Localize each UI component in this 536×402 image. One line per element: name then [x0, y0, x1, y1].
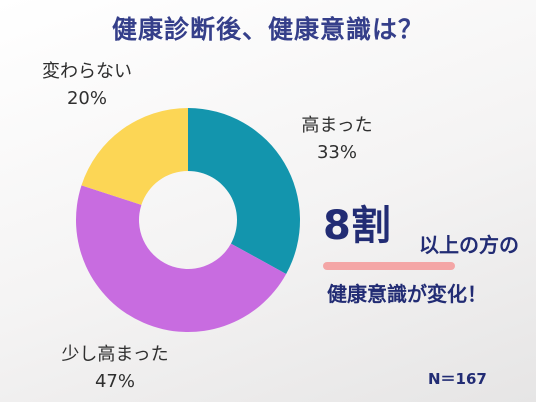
donut-slice-takamatta [188, 108, 301, 274]
slice-label-kawaranai: 変わらない 20% [22, 58, 152, 112]
donut-slice-sukoshi-takamatta [75, 185, 287, 333]
slice-label-sukoshi: 少し高まった 47% [35, 341, 195, 395]
slice-label-takamatta: 高まった 33% [272, 112, 402, 166]
callout-line1: 以上の方の [419, 233, 519, 257]
slice-label-sukoshi-value: 47% [94, 371, 135, 392]
sample-size: N＝167 [428, 370, 487, 388]
slice-label-takamatta-name: 高まった [301, 115, 373, 136]
callout-line2: 健康意識が変化！ [327, 282, 487, 306]
slice-label-kawaranai-name: 変わらない [42, 61, 132, 82]
slice-label-kawaranai-value: 20% [66, 88, 107, 109]
slice-label-takamatta-value: 33% [316, 142, 357, 163]
chart-title: 健康診断後、健康意識は？ [111, 15, 424, 44]
slice-label-sukoshi-name: 少し高まった [61, 344, 169, 365]
highlight-underline [323, 262, 455, 270]
donut-slice-kawaranai [81, 108, 188, 205]
callout-highlight: 8割 [323, 203, 391, 249]
